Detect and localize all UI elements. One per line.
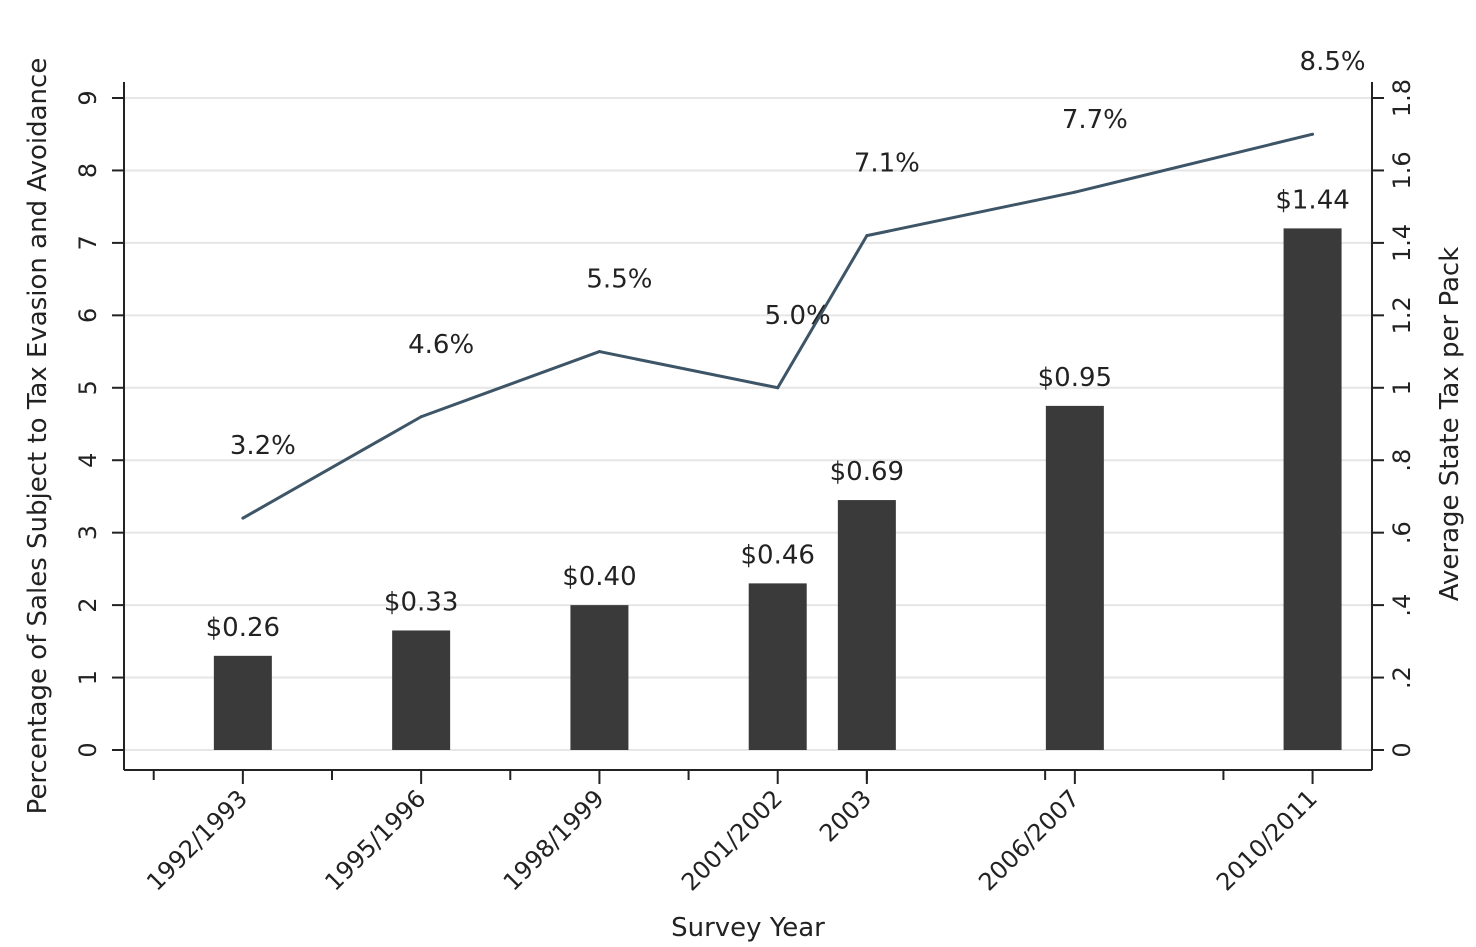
line-point bbox=[776, 386, 780, 390]
x-tick-label: 2001/2002 bbox=[676, 784, 788, 896]
y-left-tick-label: 8 bbox=[74, 163, 102, 178]
bars bbox=[213, 228, 1342, 750]
y-right-tick-label: 1 bbox=[1388, 380, 1416, 395]
y-right-tick-label: 1.4 bbox=[1388, 224, 1416, 262]
bar bbox=[748, 583, 807, 750]
bar bbox=[213, 655, 272, 750]
x-tick-label: 2003 bbox=[814, 784, 877, 847]
y-axis-right-title: Average State Tax per Pack bbox=[1435, 247, 1465, 602]
y-right-tick-label: 0 bbox=[1388, 742, 1416, 757]
y-left-tick-label: 1 bbox=[74, 670, 102, 685]
line-value-label: 5.0% bbox=[765, 301, 831, 331]
bar bbox=[1045, 405, 1104, 750]
bar bbox=[837, 500, 896, 750]
bar bbox=[392, 630, 451, 750]
x-tick-label: 1998/1999 bbox=[498, 784, 610, 896]
y-left-tick-label: 4 bbox=[74, 453, 102, 468]
x-tick-label: 2010/2011 bbox=[1211, 784, 1323, 896]
y-right-tick-label: .4 bbox=[1388, 594, 1416, 617]
line-point bbox=[865, 234, 869, 238]
bar-value-label: $0.69 bbox=[830, 457, 904, 487]
y-right-tick-label: .2 bbox=[1388, 666, 1416, 689]
line-value-label: 3.2% bbox=[230, 431, 296, 461]
x-tick-label: 2006/2007 bbox=[973, 784, 1085, 896]
bar-value-label: $0.26 bbox=[206, 613, 280, 643]
bar-value-label: $0.95 bbox=[1038, 363, 1112, 393]
y-right-tick-label: 1.6 bbox=[1388, 151, 1416, 189]
line-point bbox=[597, 350, 601, 354]
y-right-tick-label: .6 bbox=[1388, 521, 1416, 544]
y-axis-left-title: Percentage of Sales Subject to Tax Evasi… bbox=[23, 58, 53, 815]
y-right-tick-label: 1.8 bbox=[1388, 79, 1416, 117]
line-value-label: 8.5% bbox=[1300, 47, 1366, 77]
data-labels: $0.26 $0.33 $0.40 $0.46 $0.69 $0.95 $1.44 3.2% 4… bbox=[206, 47, 1366, 643]
line-point bbox=[1073, 190, 1077, 194]
y-left-tick-label: 5 bbox=[74, 380, 102, 395]
bar-value-label: $1.44 bbox=[1275, 185, 1349, 215]
y-left-tick-label: 6 bbox=[74, 308, 102, 323]
y-left-tick-label: 7 bbox=[74, 235, 102, 250]
y-left-tick-label: 2 bbox=[74, 597, 102, 612]
line-value-label: 7.1% bbox=[854, 149, 920, 179]
x-tick-label: 1995/1996 bbox=[319, 784, 431, 896]
line-point bbox=[419, 415, 423, 419]
y-left-tick-label: 0 bbox=[74, 742, 102, 757]
grid-lines bbox=[124, 97, 1372, 751]
y-left-tick-label: 3 bbox=[74, 525, 102, 540]
bar bbox=[570, 605, 629, 750]
bar-value-label: $0.33 bbox=[384, 587, 458, 617]
x-axis-title: Survey Year bbox=[671, 913, 825, 943]
line-value-label: 5.5% bbox=[586, 265, 652, 295]
bar-value-label: $0.46 bbox=[740, 540, 814, 570]
line-series bbox=[241, 132, 1315, 520]
x-tick-label: 1992/1993 bbox=[141, 784, 253, 896]
y-right-tick-label: .8 bbox=[1388, 449, 1416, 472]
line-point bbox=[1311, 132, 1315, 136]
line-point bbox=[241, 516, 245, 520]
axes: 0 1 2 3 4 5 6 7 8 9 0 .2 .4 .6 .8 1 1.2 1.4 1.6 1.8 1992/199… bbox=[74, 79, 1416, 896]
y-right-tick-label: 1.2 bbox=[1388, 296, 1416, 334]
y-left-tick-label: 9 bbox=[74, 90, 102, 105]
bar bbox=[1283, 228, 1342, 750]
line-value-label: 4.6% bbox=[408, 330, 474, 360]
bar-value-label: $0.40 bbox=[562, 562, 636, 592]
line-value-label: 7.7% bbox=[1062, 105, 1128, 135]
